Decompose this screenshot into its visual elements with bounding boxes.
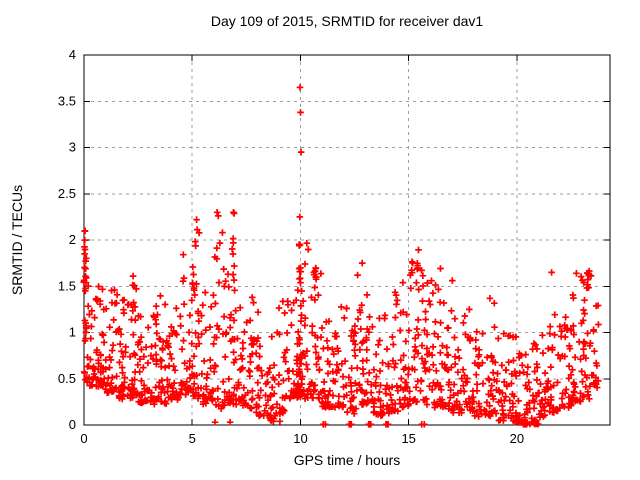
scatter-points [80, 84, 602, 428]
y-tick-label: 0.5 [58, 371, 76, 386]
y-tick-label: 1 [69, 325, 76, 340]
y-tick-label: 2 [69, 232, 76, 247]
y-tick-label: 4 [69, 47, 76, 62]
y-tick-label: 3 [69, 140, 76, 155]
y-tick-label: 3.5 [58, 93, 76, 108]
y-tick-label: 1.5 [58, 278, 76, 293]
x-tick-label: 15 [401, 431, 415, 446]
y-tick-label: 2.5 [58, 186, 76, 201]
tick-labels: 0 5 10 15 20 0 0.5 1 1.5 2 2.5 3 3.5 4 [58, 47, 524, 446]
x-tick-label: 20 [510, 431, 524, 446]
y-tick-label: 0 [69, 417, 76, 432]
chart-title: Day 109 of 2015, SRMTID for receiver dav… [210, 13, 484, 29]
x-axis-label: GPS time / hours [293, 452, 401, 468]
grid-lines [84, 55, 610, 425]
x-tick-label: 0 [80, 431, 87, 446]
x-tick-label: 5 [189, 431, 196, 446]
x-tick-label: 10 [293, 431, 307, 446]
